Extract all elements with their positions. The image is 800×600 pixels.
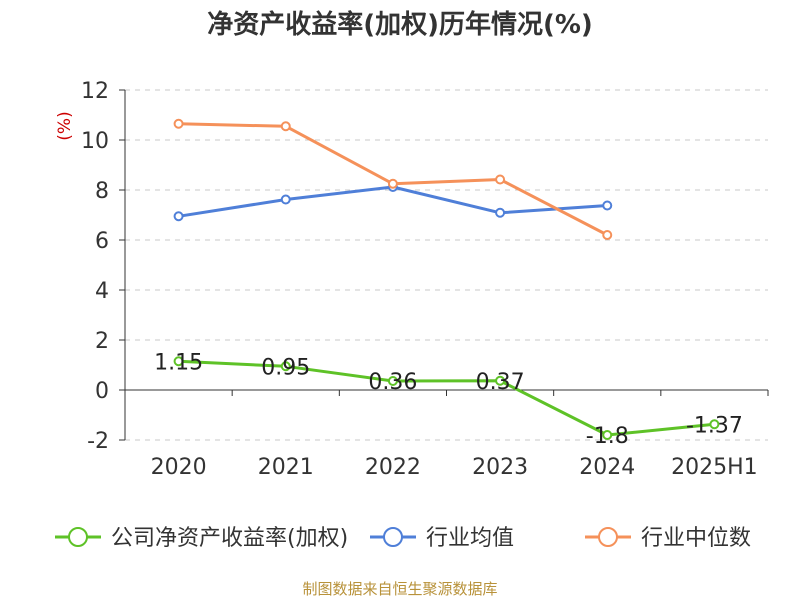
data-label: -1.8: [586, 424, 629, 449]
data-point[interactable]: [709, 419, 720, 430]
legend-marker: [383, 527, 403, 547]
legend-label: 公司净资产收益率(加权): [111, 526, 348, 551]
legend[interactable]: 公司净资产收益率(加权) 行业均值 行业中位数: [55, 526, 751, 551]
source-note: 制图数据来自恒生聚源数据库: [302, 580, 498, 598]
series-0: [173, 356, 720, 440]
data-label: 0.95: [261, 355, 310, 380]
x-tick-label: 2023: [472, 455, 528, 480]
x-tick-label: 2020: [151, 455, 207, 480]
x-tick-label: 2024: [579, 455, 635, 480]
data-label: -1.37: [686, 413, 743, 438]
legend-label: 行业均值: [426, 526, 514, 551]
y-tick-label: 12: [81, 79, 109, 104]
data-labels: 1.15 0.95 0.36 0.37 -1.8 -1.37: [154, 350, 743, 449]
data-point[interactable]: [495, 375, 506, 386]
data-point[interactable]: [387, 376, 398, 386]
data-point[interactable]: [173, 118, 184, 129]
data-point[interactable]: [173, 356, 184, 367]
legend-item-0[interactable]: 公司净资产收益率(加权): [55, 526, 348, 551]
y-tick-label: 4: [95, 279, 109, 304]
y-tick-label: 0: [95, 379, 109, 404]
data-point[interactable]: [387, 178, 398, 189]
chart-title: 净资产收益率(加权)历年情况(%): [207, 10, 593, 40]
y-tick-label: -2: [87, 429, 109, 454]
data-point[interactable]: [602, 430, 613, 440]
y-unit-label: (%): [55, 111, 75, 140]
data-point[interactable]: [602, 230, 613, 240]
data-label: 0.37: [476, 370, 525, 395]
data-point[interactable]: [280, 361, 291, 372]
series-line: [178, 359, 715, 437]
series-2: [173, 118, 613, 240]
data-label: 1.15: [154, 350, 203, 375]
x-tick-label: 2021: [258, 455, 314, 480]
legend-item-2[interactable]: 行业中位数: [585, 526, 751, 551]
data-point[interactable]: [173, 211, 184, 222]
x-tick-label: 2025H1: [671, 455, 758, 480]
y-tick-label: 10: [81, 129, 109, 154]
data-point[interactable]: [495, 207, 506, 218]
y-tick-label: 8: [95, 179, 109, 204]
y-tick-label: 2: [95, 329, 109, 354]
x-tick-label: 2022: [365, 455, 421, 480]
axes: -2 0 2 4 6 8 10 12 2020 2021 2022 2023 2024 2025H1 (%): [55, 79, 769, 480]
legend-marker: [598, 527, 618, 547]
data-point[interactable]: [495, 174, 506, 185]
data-point[interactable]: [280, 121, 291, 132]
data-point[interactable]: [602, 200, 613, 211]
grid-lines: [125, 89, 768, 441]
data-point[interactable]: [280, 194, 291, 205]
data-label: 0.36: [368, 370, 417, 395]
y-tick-label: 6: [95, 229, 109, 254]
series-lines: [173, 118, 720, 440]
legend-marker: [68, 527, 88, 547]
legend-label: 行业中位数: [641, 526, 751, 551]
legend-item-1[interactable]: 行业均值: [370, 526, 514, 551]
